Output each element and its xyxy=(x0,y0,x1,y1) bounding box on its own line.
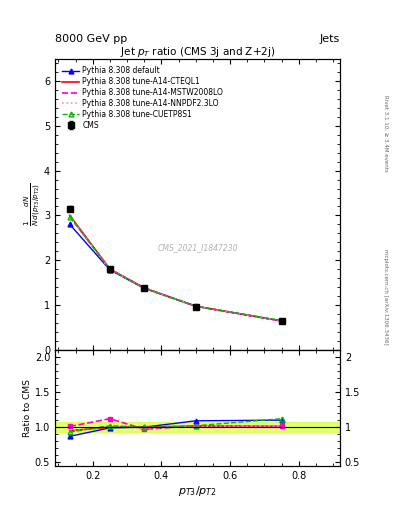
Line: Pythia 8.308 tune-CUETP8S1: Pythia 8.308 tune-CUETP8S1 xyxy=(67,215,284,323)
Line: Pythia 8.308 tune-A14-MSTW2008LO: Pythia 8.308 tune-A14-MSTW2008LO xyxy=(70,217,282,321)
Y-axis label: Ratio to CMS: Ratio to CMS xyxy=(23,379,32,437)
Line: Pythia 8.308 default: Pythia 8.308 default xyxy=(67,222,284,324)
Pythia 8.308 default xyxy=(279,318,284,324)
Pythia 8.308 default xyxy=(142,285,147,291)
Pythia 8.308 tune-A14-CTEQL1 xyxy=(193,303,198,309)
Pythia 8.308 tune-A14-NNPDF2.3LO xyxy=(68,214,72,220)
Pythia 8.308 tune-CUETP8S1 xyxy=(142,285,147,291)
Y-axis label: $\frac{1}{N}\frac{dN}{d(p_{T3}/p_{T2})}$: $\frac{1}{N}\frac{dN}{d(p_{T3}/p_{T2})}$ xyxy=(22,182,42,226)
Pythia 8.308 tune-A14-MSTW2008LO xyxy=(193,303,198,309)
Pythia 8.308 tune-A14-NNPDF2.3LO xyxy=(193,303,198,309)
Pythia 8.308 default xyxy=(68,221,72,227)
Pythia 8.308 tune-CUETP8S1 xyxy=(68,214,72,220)
Pythia 8.308 tune-A14-MSTW2008LO xyxy=(108,266,112,272)
Pythia 8.308 tune-A14-CTEQL1 xyxy=(68,212,72,219)
Title: Jet $p_T$ ratio (CMS 3j and Z+2j): Jet $p_T$ ratio (CMS 3j and Z+2j) xyxy=(120,45,275,59)
Legend: Pythia 8.308 default, Pythia 8.308 tune-A14-CTEQL1, Pythia 8.308 tune-A14-MSTW20: Pythia 8.308 default, Pythia 8.308 tune-… xyxy=(62,66,224,131)
Pythia 8.308 tune-A14-CTEQL1 xyxy=(108,266,112,272)
Text: mcplots.cern.ch [arXiv:1306.3436]: mcplots.cern.ch [arXiv:1306.3436] xyxy=(384,249,388,345)
Text: Jets: Jets xyxy=(320,33,340,44)
Text: CMS_2021_I1847230: CMS_2021_I1847230 xyxy=(157,243,238,252)
Pythia 8.308 tune-A14-NNPDF2.3LO xyxy=(142,285,147,291)
Line: Pythia 8.308 tune-A14-NNPDF2.3LO: Pythia 8.308 tune-A14-NNPDF2.3LO xyxy=(70,217,282,321)
Pythia 8.308 tune-A14-CTEQL1 xyxy=(142,285,147,291)
Pythia 8.308 tune-A14-NNPDF2.3LO xyxy=(108,266,112,272)
Pythia 8.308 tune-A14-CTEQL1 xyxy=(279,318,284,324)
Pythia 8.308 tune-A14-MSTW2008LO xyxy=(142,285,147,291)
Pythia 8.308 default xyxy=(193,303,198,309)
X-axis label: $p_{T3}/p_{T2}$: $p_{T3}/p_{T2}$ xyxy=(178,483,217,498)
Pythia 8.308 tune-CUETP8S1 xyxy=(108,266,112,272)
Pythia 8.308 tune-CUETP8S1 xyxy=(193,303,198,309)
Pythia 8.308 tune-A14-MSTW2008LO xyxy=(68,214,72,220)
Text: Rivet 3.1.10, ≥ 3.4M events: Rivet 3.1.10, ≥ 3.4M events xyxy=(384,95,388,172)
Pythia 8.308 tune-CUETP8S1 xyxy=(279,317,284,324)
Pythia 8.308 tune-A14-MSTW2008LO xyxy=(279,318,284,324)
Bar xyxy=(55,422,340,432)
Pythia 8.308 default xyxy=(108,267,112,273)
Text: 8000 GeV pp: 8000 GeV pp xyxy=(55,33,127,44)
Line: Pythia 8.308 tune-A14-CTEQL1: Pythia 8.308 tune-A14-CTEQL1 xyxy=(70,216,282,321)
Pythia 8.308 tune-A14-NNPDF2.3LO xyxy=(279,318,284,324)
